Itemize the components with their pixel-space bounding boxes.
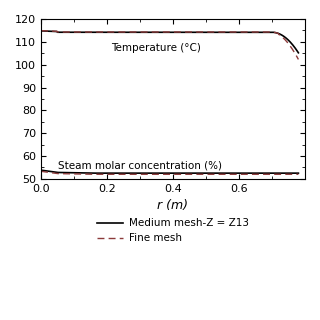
Medium mesh-Z = Z13 xyxy=(250,30,254,34)
Fine mesh xyxy=(290,47,294,51)
Fine mesh xyxy=(296,58,300,61)
Fine mesh xyxy=(192,30,196,34)
Fine mesh xyxy=(161,30,165,34)
Medium mesh-Z = Z13 xyxy=(290,42,294,46)
Fine mesh xyxy=(178,30,182,34)
Line: Fine mesh: Fine mesh xyxy=(41,31,298,60)
Medium mesh-Z = Z13 xyxy=(161,30,165,34)
Medium mesh-Z = Z13 xyxy=(163,30,167,34)
Medium mesh-Z = Z13 xyxy=(192,30,196,34)
Legend: Medium mesh-Z = Z13, Fine mesh: Medium mesh-Z = Z13, Fine mesh xyxy=(93,214,253,248)
Fine mesh xyxy=(250,30,254,34)
Text: Steam molar concentration (%): Steam molar concentration (%) xyxy=(58,160,222,170)
Medium mesh-Z = Z13 xyxy=(39,29,43,33)
X-axis label: r (m): r (m) xyxy=(157,199,188,212)
Line: Medium mesh-Z = Z13: Medium mesh-Z = Z13 xyxy=(41,31,298,53)
Fine mesh xyxy=(39,29,43,33)
Text: Temperature (°C): Temperature (°C) xyxy=(112,43,201,52)
Fine mesh xyxy=(163,30,167,34)
Medium mesh-Z = Z13 xyxy=(178,30,182,34)
Medium mesh-Z = Z13 xyxy=(296,51,300,55)
